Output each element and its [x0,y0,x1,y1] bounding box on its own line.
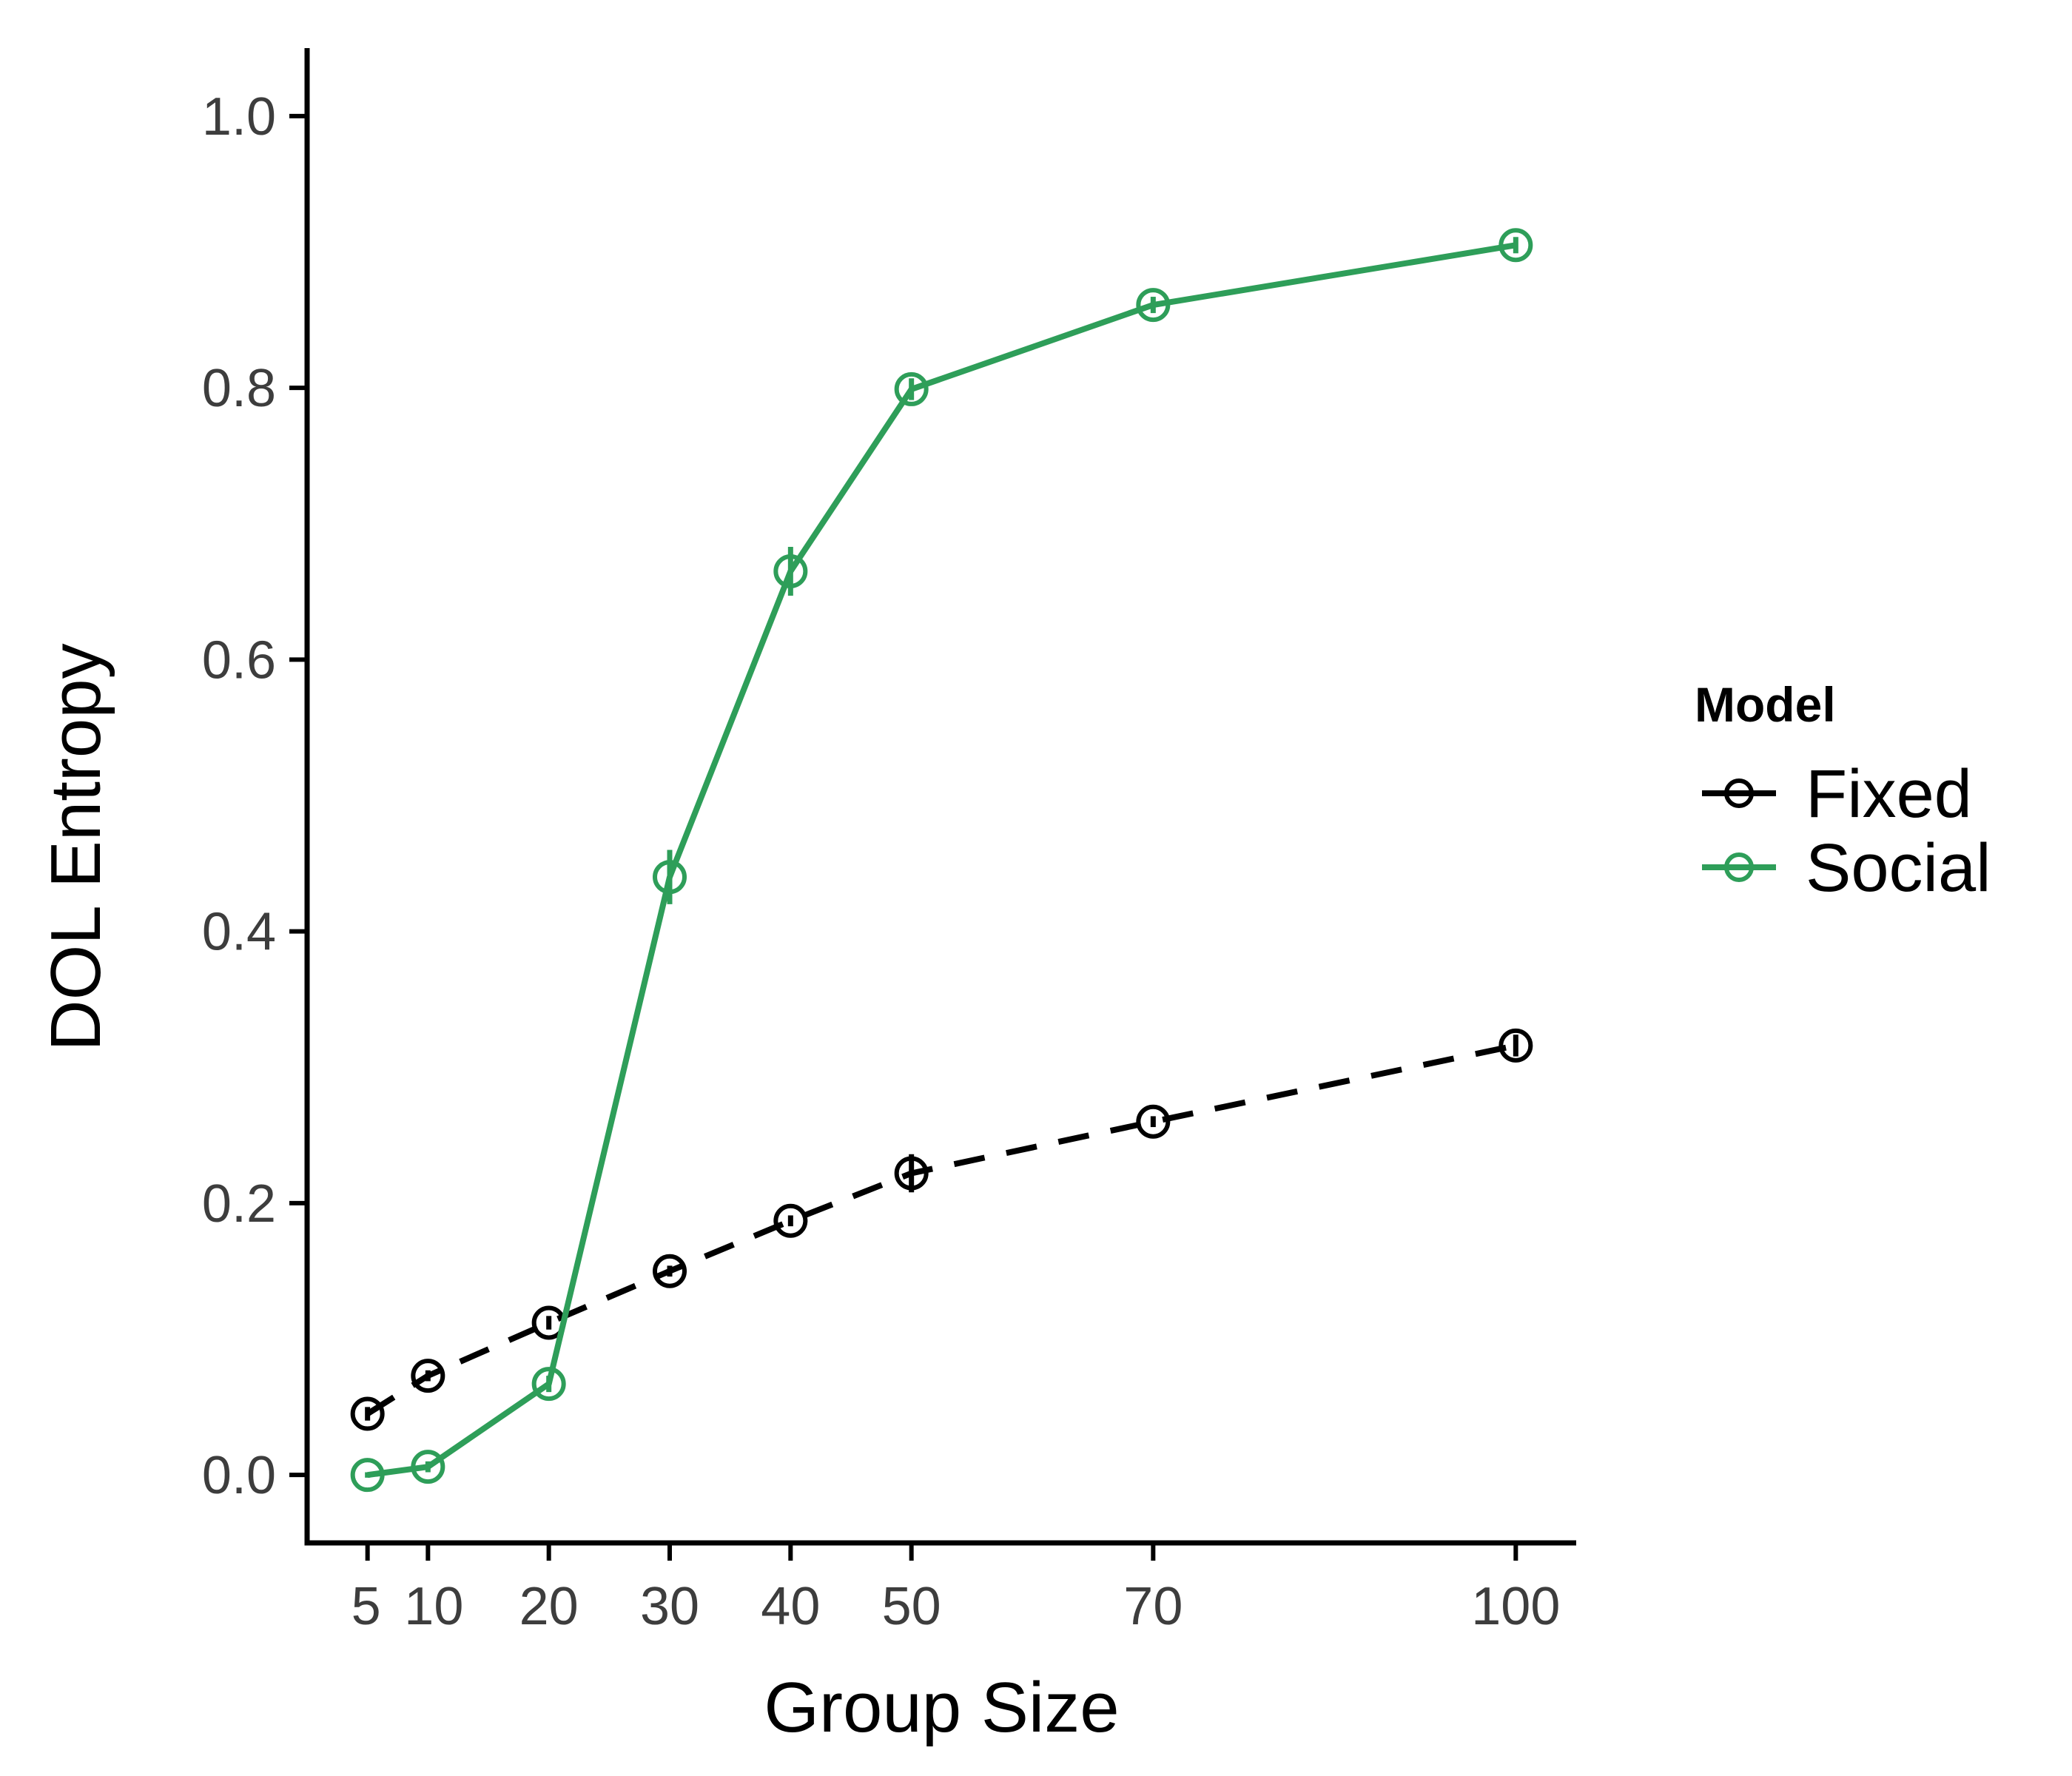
data-point [350,1458,385,1493]
x-axis-ticks: 5 10 20 30 40 50 70 100 [352,1543,1560,1636]
x-tick-label: 70 [1123,1577,1183,1636]
y-tick-label: 0.2 [202,1174,276,1234]
data-point [411,1450,445,1484]
series-social [350,228,1533,1493]
y-tick-label: 1.0 [202,87,276,147]
x-tick-label: 50 [882,1577,941,1636]
legend-swatch-marker [1724,852,1754,882]
data-marks [350,228,1533,1493]
x-tick-label: 100 [1471,1577,1560,1636]
legend-item-fixed: Fixed [1702,756,1972,832]
series-fixed [350,1028,1533,1431]
legend-title: Model [1695,677,1836,732]
series-line-fixed [366,1042,1517,1416]
x-axis-title: Group Size [764,1668,1119,1747]
legend-label: Social [1806,830,1991,906]
axes [304,48,1576,1546]
data-point [773,554,808,588]
data-point [1498,1028,1533,1063]
y-axis-title: DOL Entropy [36,643,115,1051]
x-tick-label: 40 [761,1577,820,1636]
y-tick-label: 0.6 [202,630,276,690]
data-point [773,1203,808,1238]
data-point [411,1359,445,1393]
series-line-social [367,242,1516,1479]
data-point [653,1254,687,1288]
x-tick-label: 30 [640,1577,699,1636]
x-tick-label: 10 [404,1577,463,1636]
data-point [894,371,929,406]
data-point [1498,228,1533,263]
x-tick-label: 5 [352,1577,381,1636]
data-point [531,1367,566,1402]
data-point [1136,288,1171,323]
legend-item-social: Social [1702,830,1991,906]
y-tick-label: 0.0 [202,1446,276,1505]
legend-swatch-marker [1724,778,1754,808]
y-tick-label: 0.4 [202,903,276,962]
data-point [350,1396,385,1431]
y-axis-ticks: 0.0 0.2 0.4 0.6 0.8 1.0 [202,87,307,1505]
data-point [894,1156,929,1191]
data-point [1136,1104,1171,1139]
data-point [653,860,687,895]
y-tick-label: 0.8 [202,359,276,418]
x-tick-label: 20 [519,1577,579,1636]
legend-label: Fixed [1806,756,1972,832]
